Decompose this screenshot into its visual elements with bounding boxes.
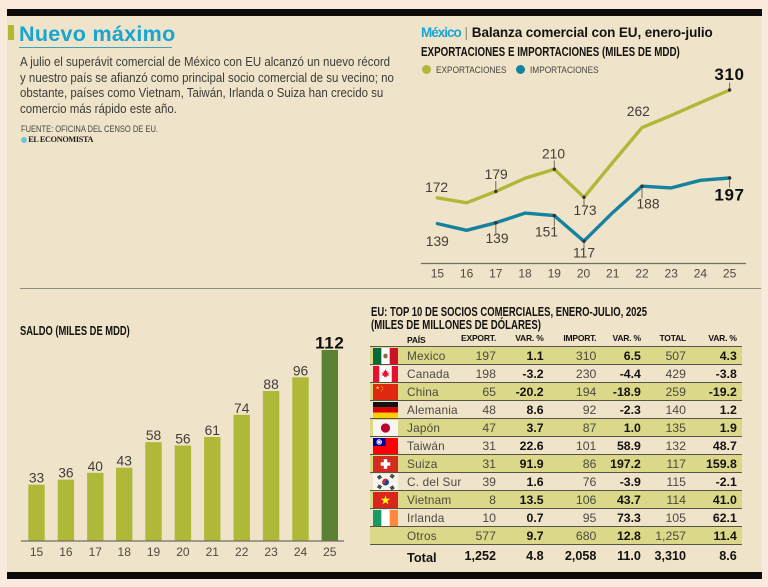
svg-text:25: 25 — [323, 545, 337, 559]
svg-text:21: 21 — [206, 545, 220, 559]
svg-text:18: 18 — [118, 545, 132, 559]
svg-text:58: 58 — [146, 428, 162, 443]
svg-text:112: 112 — [315, 334, 344, 353]
svg-text:23: 23 — [264, 545, 278, 559]
svg-text:96: 96 — [293, 363, 309, 378]
svg-text:151: 151 — [535, 224, 558, 239]
svg-text:36: 36 — [58, 466, 74, 481]
svg-text:19: 19 — [147, 545, 161, 559]
svg-text:88: 88 — [263, 377, 279, 392]
svg-text:16: 16 — [460, 267, 474, 281]
svg-text:17: 17 — [489, 267, 503, 281]
svg-text:20: 20 — [176, 545, 190, 559]
svg-text:18: 18 — [518, 267, 532, 281]
svg-text:33: 33 — [29, 471, 45, 486]
svg-text:139: 139 — [485, 231, 508, 246]
svg-text:310: 310 — [714, 65, 744, 84]
svg-text:117: 117 — [573, 246, 595, 261]
svg-text:40: 40 — [88, 459, 104, 474]
svg-text:17: 17 — [89, 545, 103, 559]
svg-text:24: 24 — [694, 267, 708, 281]
svg-text:172: 172 — [425, 180, 448, 195]
svg-text:43: 43 — [117, 454, 133, 469]
svg-text:22: 22 — [235, 545, 249, 559]
svg-text:61: 61 — [205, 423, 220, 438]
svg-text:179: 179 — [485, 167, 508, 182]
svg-text:15: 15 — [30, 545, 44, 559]
svg-text:15: 15 — [431, 267, 445, 281]
svg-text:173: 173 — [573, 203, 596, 218]
svg-text:16: 16 — [59, 545, 73, 559]
svg-text:23: 23 — [665, 267, 679, 281]
svg-text:25: 25 — [723, 267, 737, 281]
svg-text:24: 24 — [294, 545, 308, 559]
svg-text:20: 20 — [577, 267, 591, 281]
svg-text:22: 22 — [635, 267, 649, 281]
svg-text:19: 19 — [548, 267, 562, 281]
svg-text:21: 21 — [606, 267, 620, 281]
svg-text:139: 139 — [426, 234, 449, 249]
svg-text:262: 262 — [627, 104, 650, 119]
svg-text:74: 74 — [234, 401, 250, 416]
svg-text:197: 197 — [714, 186, 744, 205]
svg-text:56: 56 — [175, 432, 191, 447]
svg-text:210: 210 — [542, 147, 565, 162]
svg-text:188: 188 — [636, 197, 659, 212]
